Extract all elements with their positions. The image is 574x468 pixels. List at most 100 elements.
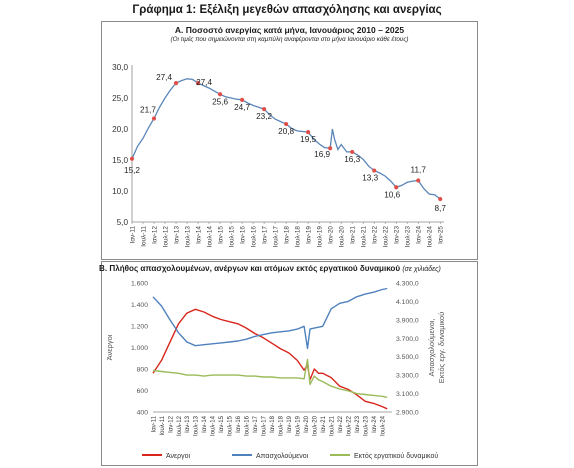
chart-a-y-tick-label: 5,0 [117, 218, 129, 227]
chart-b-y2-tick-label: 3.100,0 [396, 391, 419, 398]
chart-b-y2-tick-label: 4.100,0 [396, 299, 419, 306]
chart-b-title: B. Πλήθος απασχολουμένων, ανέργων και ατ… [99, 264, 441, 273]
chart-b-x-tick-label: Ιουλ-18 [279, 415, 285, 436]
chart-a-plot: 5,0 10,0 15,0 20,0 25,0 30,0 Ιαν-11 Ιουλ-11 Ιαν-… [112, 63, 446, 248]
chart-b-x-tick-label: Ιαν-14 [202, 415, 208, 432]
chart-a-data-label: 13,3 [362, 174, 378, 183]
chart-b-x-tick-label: Ιαν-22 [338, 415, 344, 432]
chart-a-y-tick-label: 20,0 [112, 125, 128, 134]
chart-a-marker [262, 107, 267, 112]
chart-a-data-label: 16,9 [314, 150, 330, 159]
chart-b-y2-tick-label: 3.500,0 [396, 354, 419, 361]
chart-b-y-tick-label: 1.200 [131, 324, 148, 331]
chart-a-x-tick-label: Ιουλ-20 [339, 226, 346, 248]
chart-a-x-tick-label: Ιουλ-16 [251, 226, 258, 248]
page-title: Γράφημα 1: Εξέλιξη μεγεθών απασχόλησης κ… [132, 4, 442, 16]
chart-a-x-tick-label: Ιαν-18 [284, 226, 291, 244]
chart-a-data-label: 21,7 [140, 105, 156, 114]
chart-a-x-tick-label: Ιαν-14 [196, 226, 203, 244]
chart-b-title-note: (σε χιλιάδες) [402, 266, 441, 273]
chart-b-y-tick-label: 1.600 [131, 281, 148, 288]
chart-b-y2-axis-label-2: Εκτός εργ. δυναμικού [437, 312, 446, 383]
chart-a-marker [394, 185, 399, 190]
chart-a-marker [328, 146, 333, 151]
chart-b-x-tick-label: Ιαν-21 [321, 415, 327, 432]
chart-a-x-tick-label: Ιαν-25 [438, 226, 445, 244]
chart-a-x-tick-label: Ιαν-12 [152, 226, 159, 244]
chart-a-subtitle: (Οι τιμές που σημειώνονται στη καμπύλη α… [170, 36, 409, 43]
chart-a-x-tick-label: Ιουλ-18 [295, 226, 302, 248]
chart-b-x-tick-label: Ιουλ-20 [313, 415, 319, 436]
chart-a-x-tick-label: Ιαν-23 [394, 226, 401, 244]
chart-a-x-tick-label: Ιουλ-12 [163, 226, 170, 248]
chart-b-x-tick-label: Ιουλ-24 [380, 415, 386, 436]
chart-b-y-tick-label: 600 [137, 388, 149, 395]
chart-a-x-tick-label: Ιαν-19 [306, 226, 313, 244]
chart-b-y2-tick-label: 2.900,0 [396, 410, 419, 417]
chart-a-marker [284, 121, 289, 127]
chart-b-x-tick-label: Ιουλ-12 [177, 415, 183, 436]
chart-a-y-tick-label: 25,0 [112, 94, 128, 103]
chart-a-x-tick-label: Ιουλ-14 [207, 226, 214, 248]
chart-b-x-tick-label: Ιαν-12 [168, 415, 174, 432]
chart-a-marker [350, 149, 355, 155]
chart-a-data-label: 20,8 [278, 127, 294, 136]
chart-a-x-tick-label: Ιαν-24 [416, 226, 423, 244]
chart-a-x-tick-label: Ιαν-15 [218, 226, 225, 244]
chart-a-marker [129, 156, 135, 161]
chart-b-x-tick-label: Ιουλ-19 [296, 415, 302, 436]
chart-a-data-label: 10,6 [384, 190, 400, 199]
chart-a-x-tick-label: Ιαν-21 [350, 226, 357, 244]
chart-a-x-tick-label: Ιουλ-22 [383, 226, 390, 248]
chart-b-x-tick-label: Ιουλ-17 [262, 415, 268, 436]
chart-b-x-tick-label: Ιαν-16 [236, 415, 242, 432]
chart-b-x-tick-label: Ιουλ-14 [211, 415, 217, 436]
chart-b-x-tick-label: Ιαν-18 [270, 415, 276, 432]
chart-a-title: A. Ποσοστό ανεργίας κατά μήνα, Ιανουάριο… [174, 25, 405, 35]
chart-a-x-tick-label: Ιαν-22 [372, 226, 379, 244]
chart-a-marker [416, 178, 421, 183]
chart-b-x-tick-label: Ιουλ-23 [363, 415, 369, 436]
chart-b-x-tick-label: Ιαν-13 [185, 415, 191, 432]
chart-b-y-tick-label: 400 [137, 410, 149, 417]
chart-b-x-tick-label: Ιαν-17 [253, 415, 259, 432]
chart-b-y-axis-label: Άνεργοι [105, 334, 114, 360]
chart-b-legend-label: Άνεργοι [166, 453, 191, 460]
employment-panel: B. Πλήθος απασχολουμένων, ανέργων και ατ… [99, 261, 478, 466]
chart-a-x-tick-label: Ιαν-16 [240, 226, 247, 244]
chart-b-series-line-3 [152, 358, 388, 398]
chart-b-legend-label: Εκτός εργατικού δυναμικού [354, 452, 438, 460]
chart-b-plot: 400 600 800 1.000 1.200 1.400 1.600 2.900,0 3.10… [105, 281, 446, 461]
chart-b-x-tick-label: Ιαν-15 [219, 415, 225, 432]
chart-a-x-tick-label: Ιαν-11 [130, 226, 137, 244]
chart-a-x-tick-label: Ιαν-20 [328, 226, 335, 244]
chart-b-y2-tick-label: 3.700,0 [396, 336, 419, 343]
chart-a-y-tick-label: 10,0 [112, 187, 128, 196]
chart-a-data-label: 27,4 [196, 78, 212, 87]
chart-a-data-label: 27,4 [156, 73, 172, 82]
chart-b-y2-tick-label: 3.300,0 [396, 373, 419, 380]
chart-a-x-tick-label: Ιουλ-15 [229, 226, 236, 248]
chart-a-data-label: 15,2 [124, 166, 140, 175]
chart-a-marker [239, 97, 245, 102]
chart-a-marker [173, 81, 179, 86]
chart-b-x-tick-label: Ιαν-11 [151, 415, 157, 432]
chart-a-data-label: 11,7 [411, 165, 427, 174]
chart-a-marker [438, 196, 443, 202]
chart-b-x-tick-label: Ιουλ-15 [228, 415, 234, 436]
chart-b-x-tick-label: Ιουλ-16 [245, 415, 251, 436]
chart-a-series-line [131, 78, 441, 200]
chart-a-data-label: 16,3 [344, 155, 360, 164]
chart-a-x-tick-label: Ιουλ-17 [273, 226, 280, 248]
chart-a-marker [306, 130, 311, 135]
chart-b-y2-tick-label: 3.900,0 [396, 317, 419, 324]
chart-a-marker [372, 168, 377, 173]
chart-a-y-tick-label: 15,0 [112, 156, 128, 165]
chart-a-y-tick-label: 30,0 [112, 63, 128, 72]
chart-a-x-tick-label: Ιαν-13 [174, 226, 181, 244]
chart-a-marker [151, 116, 157, 121]
chart-b-x-tick-label: Ιαν-23 [355, 415, 361, 432]
chart-a-x-tick-label: Ιουλ-13 [185, 226, 192, 248]
chart-b-x-tick-label: Ιαν-24 [372, 415, 378, 432]
chart-b-x-tick-label: Ιουλ-22 [347, 415, 353, 436]
